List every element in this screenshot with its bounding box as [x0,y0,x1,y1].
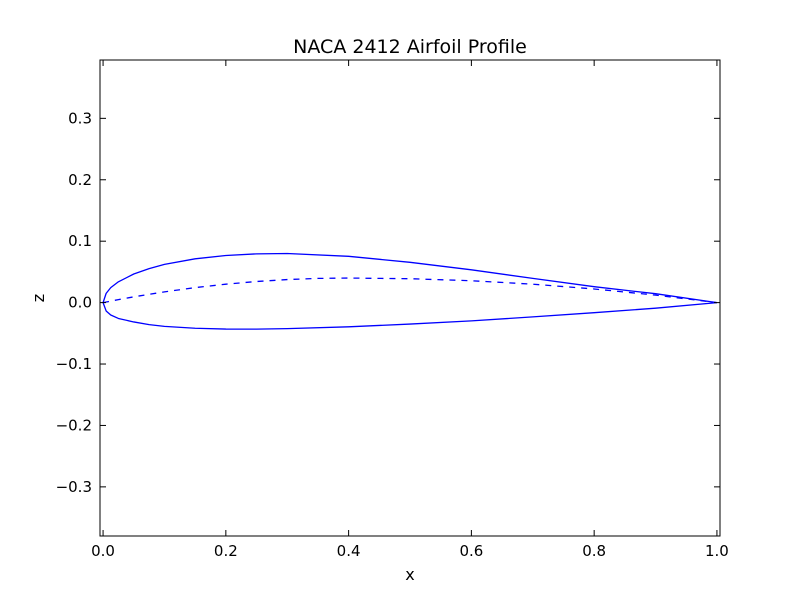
y-tick-label: −0.1 [56,355,92,373]
y-tick-label: 0.1 [68,232,92,250]
x-axis-label: x [405,565,414,584]
y-tick-label: 0.3 [68,109,92,127]
plot-frame [99,59,721,537]
y-axis-label: z [29,294,48,302]
y-tick-label: −0.2 [56,416,92,434]
axis-ticks [100,60,720,536]
x-tick-label: 1.0 [705,542,729,560]
y-tick-label: 0.0 [68,294,92,312]
chart-title: NACA 2412 Airfoil Profile [293,36,527,58]
x-tick-label: 0.4 [337,542,361,560]
x-tick-label: 0.0 [91,542,115,560]
x-tick-label: 0.8 [582,542,606,560]
y-tick-label: −0.3 [56,478,92,496]
y-tick-label: 0.2 [68,171,92,189]
tick-labels: 0.0 0.2 0.4 0.6 0.8 1.0 −0.3 −0.2 −0.1 0.0 0.1 0.2 0… [56,109,729,560]
x-tick-label: 0.6 [459,542,483,560]
x-tick-label: 0.2 [214,542,238,560]
